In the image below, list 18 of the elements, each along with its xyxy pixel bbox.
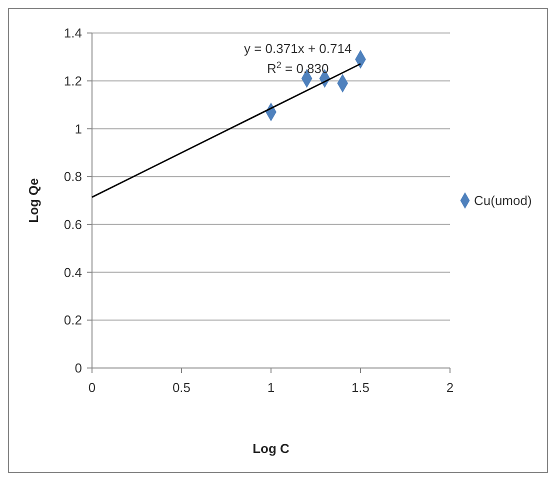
y-tick-label: 0.8 <box>64 169 82 184</box>
legend-label: Cu(umod) <box>474 193 532 208</box>
x-tick-label: 1.5 <box>351 380 370 395</box>
x-tick-label: 2 <box>446 380 454 395</box>
y-axis-title: Log Qe <box>26 178 41 223</box>
y-tick-label: 0 <box>74 360 82 376</box>
annotation: R$^{2}$ = 0.830 <box>266 60 329 76</box>
y-tick-label: 0.6 <box>64 216 82 232</box>
x-tick-label: 0.5 <box>172 380 191 395</box>
annotation: y = 0.371x + 0.714 <box>244 41 352 56</box>
x-tick-label: 1 <box>267 380 275 395</box>
y-tick-label: 0.2 <box>64 312 82 328</box>
y-tick-label: 1 <box>74 121 82 136</box>
y-tick-label: 1.4 <box>64 26 82 41</box>
x-axis-title: Log C <box>252 441 290 456</box>
y-tick-label: 1.2 <box>64 73 82 88</box>
x-tick-label: 0 <box>88 380 96 395</box>
y-tick-label: 0.4 <box>64 264 82 280</box>
